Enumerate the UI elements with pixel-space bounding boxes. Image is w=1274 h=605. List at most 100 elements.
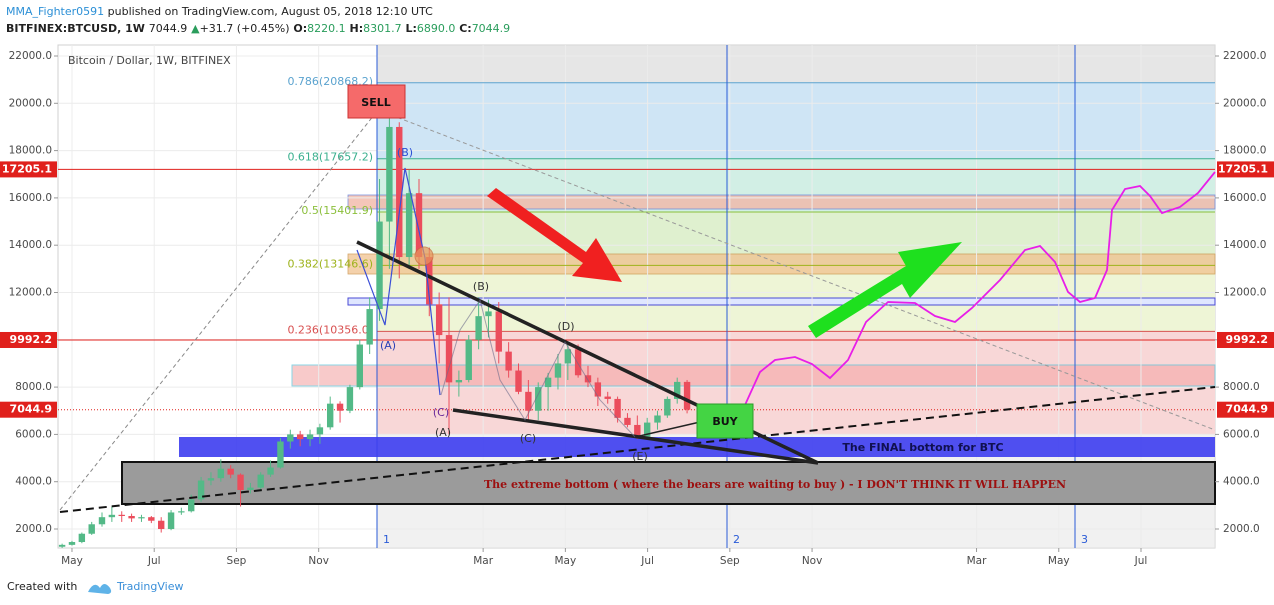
- header-line: MMA_Fighter0591 published on TradingView…: [6, 5, 433, 18]
- fib-label: 0.618(17657.2): [287, 151, 373, 164]
- x-tick-label: Jul: [1134, 555, 1148, 567]
- x-tick-label: Sep: [720, 555, 740, 567]
- footer-text: Created with: [7, 580, 77, 593]
- y-tick-label: 22000.0: [9, 50, 52, 62]
- trend-line: [377, 109, 1216, 431]
- c-label: C:: [459, 22, 471, 35]
- wave-line: [440, 298, 636, 438]
- y-tick-label: 14000.0: [9, 239, 52, 251]
- candle-body: [287, 434, 294, 442]
- candle-body: [564, 349, 572, 364]
- candle-body: [643, 422, 651, 437]
- y-tick-label: 6000.0: [1223, 428, 1260, 440]
- candle-body: [654, 415, 661, 423]
- candle-body: [88, 524, 95, 534]
- price-tag-label: 7044.9: [1226, 403, 1268, 416]
- y-tick-label: 4000.0: [15, 476, 52, 488]
- candle-body: [505, 351, 512, 371]
- band: [347, 194, 1216, 210]
- candle-body: [664, 398, 671, 416]
- x-tick-label: Jul: [147, 555, 161, 567]
- bull-arrow: [808, 242, 962, 338]
- price-tag-label: 9992.2: [1226, 333, 1268, 346]
- wave-label: (C): [520, 432, 536, 445]
- arrow: ▲: [191, 22, 200, 35]
- quote-line: BITFINEX:BTCUSD, 1W 7044.9 ▲+31.7 (+0.45…: [6, 22, 510, 35]
- y-tick-label: 20000.0: [1223, 97, 1266, 109]
- price-tag: [1217, 331, 1274, 348]
- candle-body: [267, 467, 274, 475]
- x-tick-label: Mar: [473, 555, 493, 567]
- wave-line: [356, 167, 441, 396]
- candle-body: [624, 417, 631, 425]
- candle-body: [108, 514, 116, 518]
- price-tag-label: 7044.9: [10, 403, 52, 416]
- candle-body: [465, 339, 472, 381]
- extreme-bottom-box: [121, 461, 1216, 505]
- candle-body: [188, 499, 195, 512]
- footer-brand[interactable]: TradingView: [116, 580, 183, 593]
- candle-body: [515, 370, 522, 392]
- marker-label: 1: [383, 533, 390, 546]
- o-label: O:: [293, 22, 307, 35]
- candle-body: [376, 221, 383, 310]
- y-tick-label: 18000.0: [9, 145, 52, 157]
- candle-body: [574, 349, 582, 376]
- y-tick-label: 8000.0: [15, 381, 52, 393]
- l-label: L:: [405, 22, 416, 35]
- wave-label: (A): [435, 426, 451, 439]
- candle-body: [634, 424, 641, 437]
- drawing-layer: SELL BUY (B) (A) (C) (A) (B) (C) (D) (E): [59, 84, 1216, 513]
- candle-body: [296, 434, 304, 440]
- y-tick-label: 12000.0: [1223, 287, 1266, 299]
- h-value: 8301.7: [363, 22, 402, 35]
- candle-body: [277, 441, 284, 468]
- candle-body: [138, 517, 145, 519]
- band: [347, 297, 1216, 306]
- x-tick-label: May: [555, 555, 577, 567]
- trend-line: [59, 109, 379, 511]
- candle-body: [426, 257, 433, 305]
- marker-label: 3: [1081, 533, 1088, 546]
- candle-body: [178, 511, 185, 513]
- y-tick-label: 14000.0: [1223, 239, 1266, 251]
- fib-label: 0.5(15401.9): [301, 204, 373, 217]
- candle-body: [118, 514, 125, 517]
- price-tag: [0, 161, 57, 178]
- published: published on TradingView.com, August 05,…: [108, 5, 433, 18]
- symbol: BITFINEX:BTCUSD, 1W: [6, 22, 145, 35]
- l-value: 6890.0: [417, 22, 456, 35]
- y-tick-label: 6000.0: [15, 428, 52, 440]
- candle-body: [674, 381, 681, 399]
- candle-body: [58, 544, 66, 547]
- final-bottom-label: The FINAL bottom for BTC: [842, 441, 1003, 454]
- candle-body: [544, 377, 552, 388]
- x-tick-label: Nov: [802, 555, 823, 567]
- x-tick-label: Nov: [308, 555, 329, 567]
- price-tag: [0, 401, 57, 418]
- c-value: 7044.9: [472, 22, 511, 35]
- wave-label: (B): [397, 146, 413, 159]
- wave-label: (E): [632, 450, 648, 463]
- wave-label: (B): [473, 280, 489, 293]
- candle-body: [554, 363, 562, 378]
- logo: [88, 584, 112, 594]
- candle-body: [326, 403, 334, 428]
- wave-label: (C): [433, 406, 449, 419]
- candle-body: [594, 382, 602, 397]
- candle-body: [68, 542, 76, 545]
- candle-body: [128, 516, 135, 519]
- candle-body: [247, 487, 254, 490]
- candle-body: [78, 533, 86, 543]
- h-label: H:: [349, 22, 363, 35]
- y-tick-label: 8000.0: [1223, 381, 1260, 393]
- candle-body: [584, 375, 592, 383]
- candle-body: [683, 381, 691, 410]
- wave-label: (A): [380, 339, 396, 352]
- candle-body: [148, 517, 155, 521]
- candle-body: [257, 474, 264, 488]
- price-tag: [1217, 401, 1274, 418]
- author: MMA_Fighter0591: [6, 5, 104, 18]
- marker-circle: [414, 246, 434, 266]
